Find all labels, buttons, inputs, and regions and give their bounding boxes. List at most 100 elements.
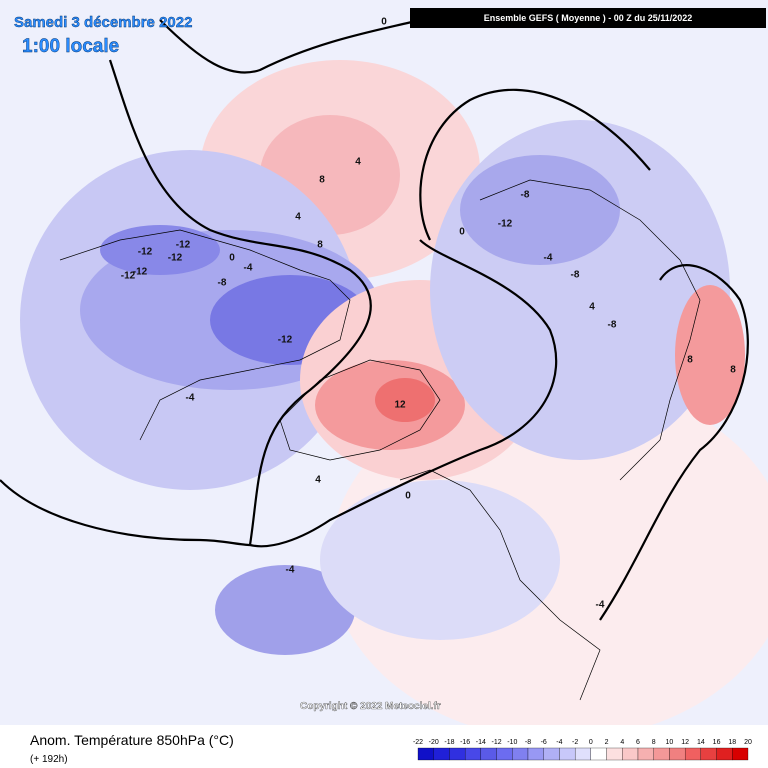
colorbar: -22 -20 -18 -16 -14 -12 -10 -8 -6 -4 -2 0 2 4 6 8 10 12 14…: [413, 739, 752, 761]
field: [215, 565, 355, 655]
colorbar-cell: [732, 747, 749, 761]
time-title: 1:00 locale: [22, 36, 119, 57]
colorbar-label: -10: [507, 739, 517, 746]
field: [460, 155, 620, 265]
contour-label: 4: [315, 475, 321, 486]
colorbar-cell: [527, 747, 544, 761]
contour: [108, 59, 372, 546]
colorbar-cell: [590, 747, 607, 761]
colorbar-label: -12: [492, 739, 502, 746]
contour: [599, 264, 749, 621]
colorbar-cell: [574, 747, 592, 761]
colorbar-cell: [449, 747, 466, 761]
contour-label: 8: [319, 175, 325, 186]
colorbar-label: -2: [572, 739, 578, 746]
contour-label: 4: [295, 212, 301, 223]
footer-band: [0, 725, 768, 768]
colorbar-label: 10: [666, 739, 674, 746]
contour-label: 0: [459, 227, 465, 238]
colorbar-label: -4: [556, 739, 562, 746]
colorbar-cell: [606, 747, 623, 761]
colorbar-label: -8: [525, 739, 531, 746]
field: [100, 225, 220, 275]
contour-label: 8: [730, 365, 736, 376]
colorbar-label: -18: [444, 739, 454, 746]
colorbar-cell: [669, 747, 686, 761]
colorbar-cell: [433, 747, 450, 761]
contour-label: -4: [186, 393, 195, 404]
anomaly-fields: [20, 60, 768, 740]
contour-label: -12: [138, 247, 153, 258]
contour-label: 4: [589, 302, 595, 313]
model-info: Ensemble GEFS ( Moyenne ) - 00 Z du 25/1…: [484, 13, 693, 23]
colorbar-cell: [496, 747, 513, 761]
colorbar-cell: [637, 747, 654, 761]
zero-contours: [0, 18, 749, 621]
coast: [399, 469, 601, 701]
contour-label: -4: [286, 565, 295, 576]
coast: [59, 229, 351, 441]
colorbar-cell: [684, 747, 702, 761]
contour-label: -12: [168, 253, 183, 264]
contour-label: 0: [229, 253, 235, 264]
colorbar-label: 16: [713, 739, 721, 746]
contour-label: -12: [133, 267, 148, 278]
colorbar-label: 0: [589, 739, 593, 746]
contour-label: -8: [608, 320, 617, 331]
field: [320, 480, 560, 640]
contour: [419, 88, 651, 241]
colorbar-label: 8: [652, 739, 656, 746]
contour-label: -4: [244, 263, 253, 274]
colorbar-label: 2: [605, 739, 609, 746]
contour-label: 12: [394, 400, 406, 411]
colorbar-label: -20: [429, 739, 439, 746]
contour-label: -4: [596, 600, 605, 611]
contour-label: -12: [121, 271, 136, 282]
colorbar-cell: [480, 747, 497, 761]
colorbar-label: -22: [413, 739, 423, 746]
colorbar-cell: [417, 747, 434, 761]
contour-label: -12: [278, 335, 293, 346]
colorbar-label: 18: [728, 739, 736, 746]
contour-label: -12: [498, 219, 513, 230]
colorbar-label: -16: [460, 739, 470, 746]
contour-label: 0: [405, 491, 411, 502]
contour: [159, 18, 421, 74]
contour-label: -4: [544, 253, 553, 264]
contour-label: 8: [687, 355, 693, 366]
colorbar-label: 14: [697, 739, 705, 746]
contour: [0, 479, 251, 547]
copyright: Copyright © 2022 Meteociel.fr: [300, 701, 441, 712]
contour-label: -8: [521, 190, 530, 201]
contour-label: 4: [355, 157, 361, 168]
contour-label: 8: [317, 240, 323, 251]
date-title: Samedi 3 décembre 2022: [14, 14, 192, 31]
colorbar-cell: [716, 747, 733, 761]
colorbar-label: -6: [541, 739, 547, 746]
colorbar-cell: [464, 747, 482, 761]
colorbar-label: 12: [681, 739, 689, 746]
field: [375, 378, 435, 422]
colorbar-cell: [543, 747, 560, 761]
contour: [249, 239, 558, 548]
colorbar-label: -14: [476, 739, 486, 746]
coast: [279, 359, 441, 461]
colorbar-cell: [622, 747, 639, 761]
footer-title: Anom. Température 850hPa (°C): [30, 732, 234, 748]
coast: [479, 179, 701, 481]
colorbar-label: 6: [636, 739, 640, 746]
contour-label: 0: [381, 17, 387, 28]
colorbar-label: 4: [620, 739, 624, 746]
coastlines: [59, 179, 701, 701]
header-box: [410, 8, 766, 28]
colorbar-cell: [512, 747, 529, 761]
colorbar-label: 20: [744, 739, 752, 746]
contour-label: -8: [571, 270, 580, 281]
contour-label: -12: [176, 240, 191, 251]
contour-label: -8: [218, 278, 227, 289]
lead-time: (+ 192h): [30, 754, 68, 765]
contour-labels: -12-12-12-12-12-12-8-4-4-12-8-8-4-888441…: [121, 17, 736, 611]
colorbar-cell: [700, 747, 717, 761]
